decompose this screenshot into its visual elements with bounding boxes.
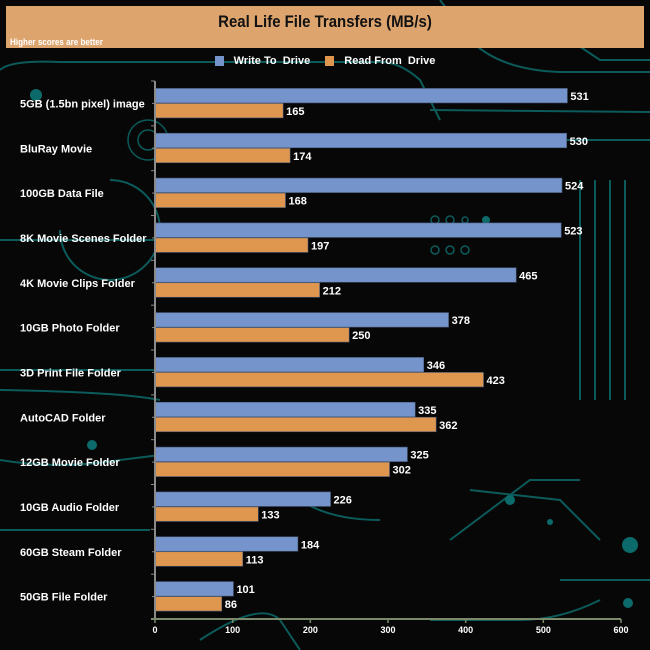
value-label: 133 <box>261 509 279 521</box>
category-label: 10GB Audio Folder <box>20 502 120 514</box>
bar-write <box>154 132 567 149</box>
bar-read <box>154 147 291 164</box>
bar-read <box>154 416 437 433</box>
bar-write <box>154 312 449 328</box>
value-label: 325 <box>410 450 428 462</box>
value-label: 197 <box>311 240 329 252</box>
bar-write <box>154 491 331 507</box>
bar-read <box>154 282 320 298</box>
bars-group: 5GB (1.5bn pixel) image 531 165 BluRay Movi… <box>20 88 589 612</box>
bar-write <box>154 222 562 238</box>
value-label: 212 <box>323 285 341 297</box>
bar-read <box>154 461 390 477</box>
category-label: 4K Movie Clips Folder <box>20 278 136 290</box>
value-label: 524 <box>565 181 584 193</box>
legend-label-write: Write To Drive <box>233 55 311 67</box>
value-label: 184 <box>301 539 320 551</box>
bar-read <box>154 237 309 253</box>
legend-swatch-read <box>325 56 335 66</box>
value-label: 423 <box>487 375 505 387</box>
value-label: 165 <box>286 106 304 118</box>
category-label: AutoCAD Folder <box>20 412 106 424</box>
bar-write <box>154 357 425 373</box>
category-label: 100GB Data File <box>20 188 104 200</box>
value-label: 378 <box>452 315 470 327</box>
bar-write <box>154 267 517 283</box>
value-label: 101 <box>236 584 254 596</box>
x-tick-label: 100 <box>225 625 240 635</box>
category-label: 60GB Steam Folder <box>20 547 122 559</box>
bar-read <box>154 192 286 208</box>
x-tick-label: 400 <box>458 625 473 635</box>
axes-group: 0 100 200 300 400 500 600 <box>151 80 629 635</box>
legend-swatch-write <box>214 56 224 66</box>
legend-item-read: Read From Drive <box>325 55 435 67</box>
value-label: 346 <box>427 360 445 372</box>
bar-read <box>154 103 284 119</box>
bar-read <box>154 551 244 567</box>
category-label: 50GB File Folder <box>20 592 108 604</box>
bar-write <box>154 177 563 193</box>
legend-label-read: Read From Drive <box>344 55 436 67</box>
category-label: BluRay Movie <box>20 143 92 155</box>
value-label: 168 <box>288 196 306 208</box>
x-tick-label: 0 <box>152 625 157 635</box>
bar-write <box>154 581 234 597</box>
value-label: 174 <box>293 151 312 163</box>
value-label: 362 <box>439 420 457 432</box>
chart-title: Real Life File Transfers (MB/s) <box>218 12 432 31</box>
category-label: 8K Movie Scenes Folder <box>20 233 147 245</box>
x-tick-label: 600 <box>613 625 628 635</box>
bar-read <box>154 372 484 388</box>
bar-write <box>154 88 568 104</box>
bar-write <box>154 401 416 418</box>
value-label: 250 <box>352 330 370 342</box>
legend-item-write: Write To Drive <box>214 55 311 67</box>
bar-write <box>154 536 299 552</box>
value-label: 531 <box>570 91 588 103</box>
category-label: 10GB Photo Folder <box>20 323 120 335</box>
bar-read <box>154 596 223 612</box>
category-label: 12GB Movie Folder <box>20 457 120 469</box>
bar-read <box>154 327 350 343</box>
category-label: 3D Print File Folder <box>20 367 122 379</box>
x-tick-label: 200 <box>303 625 318 635</box>
x-tick-label: 300 <box>380 625 395 635</box>
value-label: 465 <box>519 270 537 282</box>
value-label: 302 <box>393 465 411 477</box>
bar-read <box>154 506 259 522</box>
value-label: 523 <box>564 225 582 237</box>
category-label: 5GB (1.5bn pixel) image <box>20 98 145 110</box>
value-label: 530 <box>570 136 588 148</box>
chart-subtitle: Higher scores are better <box>10 37 103 48</box>
title-bar: Real Life File Transfers (MB/s) Higher s… <box>6 6 644 48</box>
value-label: 86 <box>225 599 237 611</box>
value-label: 113 <box>246 554 264 566</box>
x-tick-label: 500 <box>536 625 551 635</box>
bar-write <box>154 446 408 462</box>
legend: Write To Drive Read From Drive <box>0 55 650 69</box>
value-label: 226 <box>334 494 352 506</box>
value-label: 335 <box>418 405 436 417</box>
